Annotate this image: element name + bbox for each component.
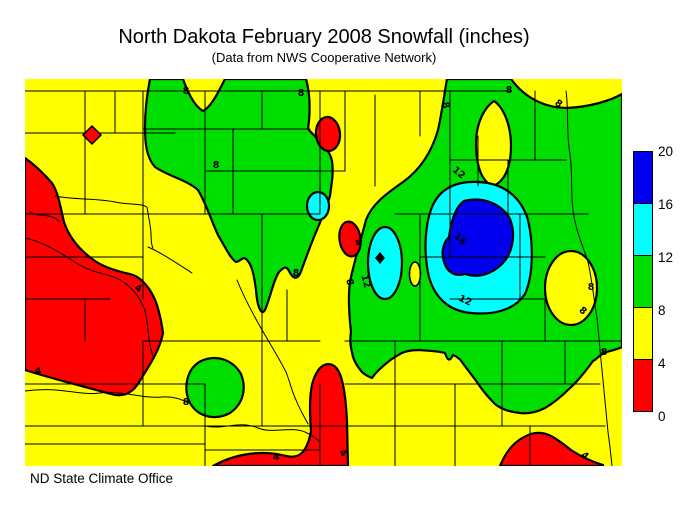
page-subtitle: (Data from NWS Cooperative Network) <box>211 50 437 65</box>
legend-band <box>633 255 653 308</box>
legend-tick-label: 0 <box>658 409 666 424</box>
region-red-center-blob <box>338 220 362 258</box>
contour-label: 4 <box>133 282 144 295</box>
contour-label: 4 <box>273 452 280 463</box>
page-title: North Dakota February 2008 Snowfall (inc… <box>118 26 530 48</box>
contour-label: 4 <box>35 366 42 377</box>
region-red-southeast <box>498 431 605 466</box>
contour-label: 12 <box>457 293 474 309</box>
contour-label: 8 <box>601 347 608 358</box>
legend-tick-label: 16 <box>658 197 674 212</box>
region-green-north-central <box>143 79 334 314</box>
station-diamond-marker <box>81 124 103 146</box>
red-river-border <box>565 90 613 466</box>
county-boundaries <box>25 90 622 466</box>
contour-label: 8 <box>506 85 513 96</box>
contour-label: 8 <box>183 397 190 408</box>
region-yellow-small-oval <box>408 261 422 287</box>
contour-label: 8 <box>183 86 190 97</box>
legend-tick-label: 8 <box>658 303 666 318</box>
legend-band <box>633 203 653 256</box>
contour-label: 8 <box>293 268 300 279</box>
region-cyan-small <box>305 190 331 222</box>
contour-label: 8 <box>213 160 220 171</box>
region-red-southwest <box>25 156 165 397</box>
legend-color-bar <box>633 151 653 412</box>
region-green-south-central <box>185 357 245 419</box>
legend-tick-label: 4 <box>658 356 666 371</box>
legend-band <box>633 151 653 204</box>
legend-band <box>633 359 653 412</box>
region-red-north-oval <box>314 115 342 153</box>
legend-tick-label: 20 <box>658 144 674 159</box>
contour-label: 12 <box>358 274 372 290</box>
region-cyan-ellipse <box>366 225 404 301</box>
region-red-south-center <box>211 363 350 466</box>
legend-band <box>633 307 653 360</box>
legend-tick-label: 12 <box>658 250 674 265</box>
contour-label: 8 <box>298 88 305 99</box>
contour-label: 8 <box>343 278 355 288</box>
region-yellow-east-oval <box>543 249 599 327</box>
credit-text: ND State Climate Office <box>30 471 174 486</box>
snowfall-legend: 20 16 12 8 4 0 <box>633 144 693 424</box>
contour-label: 8 <box>439 101 451 111</box>
station-dot-marker <box>375 252 385 264</box>
contour-label: 8 <box>588 282 595 293</box>
